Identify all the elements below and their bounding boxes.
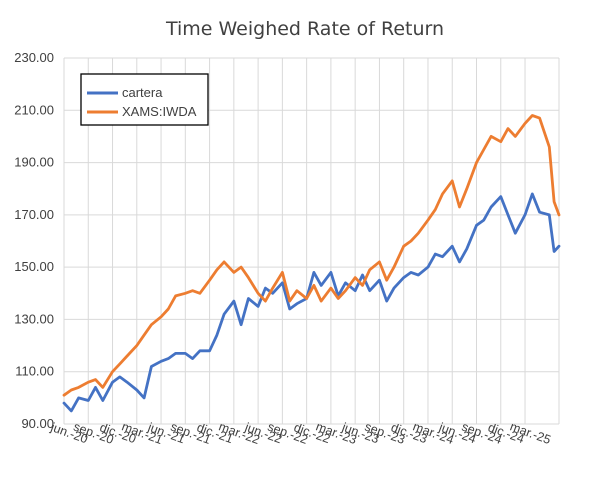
y-tick-label: 190.00 [14,155,54,170]
series-lines [62,114,561,413]
x-axis-tick-labels: jun.-20sep.-20dic.-20mar.-21jun.-21sep.-… [48,419,553,447]
y-tick-label: 110.00 [15,364,54,379]
y-tick-label: 150.00 [14,259,54,274]
legend-label-xams-iwda: XAMS:IWDA [122,104,197,119]
y-axis-tick-labels: 90.00 110.00 130.00 150.00 170.00 190.00 210.0… [14,50,54,431]
y-tick-label: 90.00 [21,416,54,431]
y-tick-label: 210.00 [14,102,54,117]
legend-label-cartera: cartera [122,85,163,100]
series-line-cartera [62,192,561,413]
chart-title: Time Weighed Rate of Return [165,18,444,40]
y-tick-label: 230.00 [14,50,54,65]
legend: cartera XAMS:IWDA [80,73,209,126]
legend-box [80,73,209,126]
series-line-xams-iwda [62,114,561,397]
y-tick-label: 130.00 [14,311,54,326]
y-tick-label: 170.00 [14,207,54,222]
